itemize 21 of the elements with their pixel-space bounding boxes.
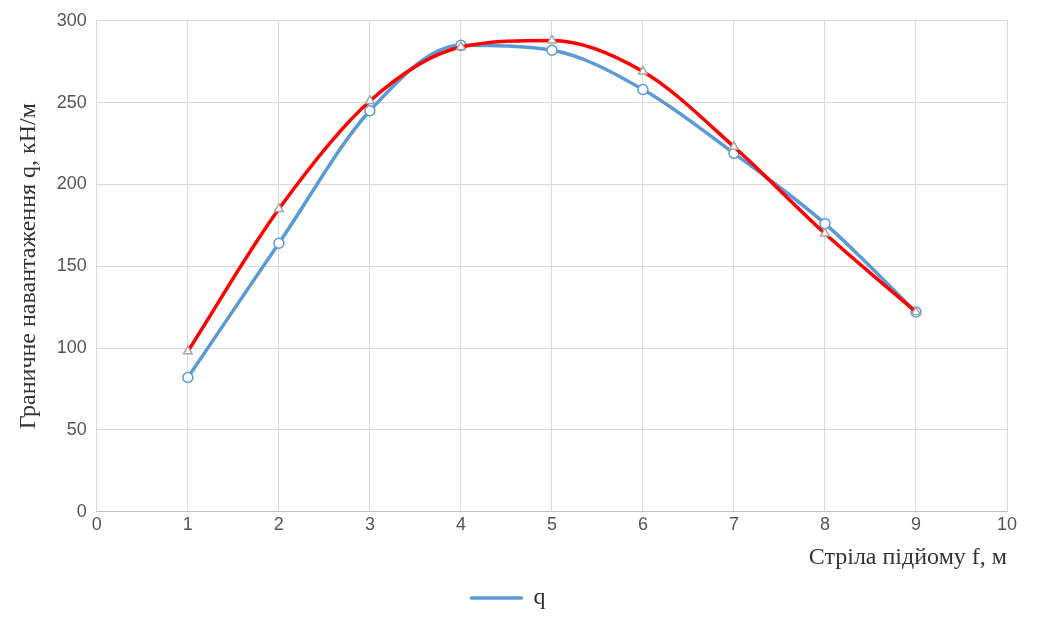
y-axis-title: Граничне навантаження q, кН/м: [13, 103, 40, 430]
x-tick-label: 8: [819, 514, 830, 535]
y-tick-label: 200: [56, 173, 87, 194]
x-tick-label: 6: [637, 514, 648, 535]
x-tick-label: 7: [728, 514, 739, 535]
x-tick-label: 2: [273, 514, 284, 535]
x-tick-label: 5: [546, 514, 557, 535]
x-tick-label: 10: [996, 514, 1018, 535]
y-tick-label: 0: [76, 500, 87, 521]
x-tick-label: 0: [91, 514, 102, 535]
y-tick-label: 100: [56, 336, 87, 357]
y-tick-label: 250: [56, 91, 87, 112]
y-tick-label: 300: [56, 9, 87, 30]
y-tick-label: 50: [66, 418, 87, 439]
x-tick-label: 3: [364, 514, 375, 535]
x-axis-title: Стріла підйому f, м: [808, 542, 1007, 569]
x-tick-label: 9: [910, 514, 921, 535]
x-tick-label: 4: [455, 514, 466, 535]
legend-label: q: [533, 583, 546, 610]
x-tick-label: 1: [182, 514, 193, 535]
y-tick-label: 150: [56, 255, 87, 276]
